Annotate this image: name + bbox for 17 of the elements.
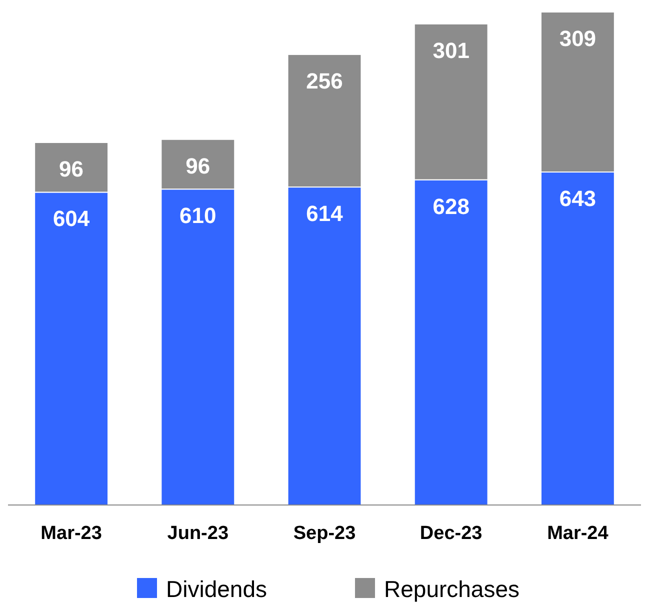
data-label: 628 xyxy=(432,194,470,219)
data-label: 643 xyxy=(559,186,596,212)
data-label: 610 xyxy=(180,203,216,228)
data-label: 96 xyxy=(186,153,210,178)
legend-label: Repurchases xyxy=(384,576,520,602)
data-label: 301 xyxy=(432,38,470,63)
data-label: 96 xyxy=(59,156,84,182)
data-label: 604 xyxy=(52,206,90,232)
x-tick-label: Sep-23 xyxy=(293,523,356,544)
x-tick-label: Jun-23 xyxy=(167,523,229,544)
x-tick-label: Mar-24 xyxy=(547,523,609,544)
data-label: 256 xyxy=(306,68,343,94)
legend-label: Dividends xyxy=(166,576,267,602)
x-tick-label: Dec-23 xyxy=(420,523,482,544)
data-label: 614 xyxy=(306,201,344,226)
data-label: 309 xyxy=(559,26,596,51)
x-tick-label: Mar-23 xyxy=(40,523,102,544)
